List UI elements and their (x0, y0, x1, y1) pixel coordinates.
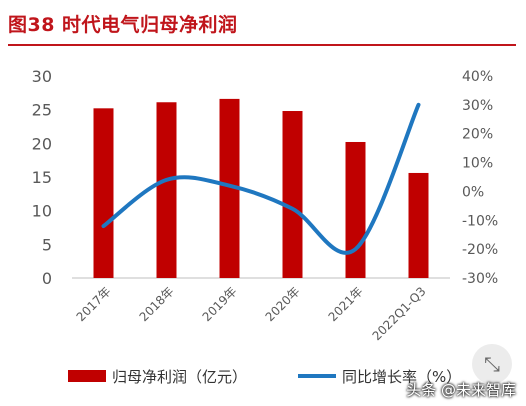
bar (282, 111, 303, 278)
y-right-tick-label: 10% (462, 156, 493, 172)
x-tick-label: 2022Q1-Q3 (370, 284, 429, 343)
legend-bar-swatch (68, 370, 106, 382)
y-left-tick-label: 15 (32, 168, 52, 187)
watermark: 头条 @未来智库 (406, 381, 516, 399)
y-left-tick-label: 5 (42, 235, 52, 254)
y-right-tick-label: 30% (462, 98, 493, 114)
y-right-tick-label: -30% (462, 271, 498, 287)
x-tick-label: 2017年 (74, 284, 114, 324)
y-left-tick-label: 0 (42, 269, 52, 288)
chart-title: 图38 时代电气归母净利润 (8, 14, 238, 36)
bar (219, 98, 240, 278)
collapse-arrows-icon[interactable]: ⤡ (472, 344, 512, 384)
x-tick-label: 2018年 (137, 284, 177, 324)
y-right-tick-label: -10% (462, 213, 498, 229)
y-right-tick-label: 20% (462, 127, 493, 143)
x-tick-label: 2020年 (263, 284, 303, 324)
x-tick-label: 2021年 (326, 284, 366, 324)
bar (345, 141, 366, 278)
y-right-tick-label: -20% (462, 242, 498, 258)
bar (93, 108, 114, 278)
bar (156, 102, 177, 278)
bar (408, 172, 429, 278)
y-left-tick-label: 10 (32, 202, 52, 221)
y-right-tick-label: 0% (462, 184, 484, 200)
y-left-tick-label: 20 (32, 134, 52, 153)
y-right-tick-label: 40% (462, 69, 493, 85)
x-tick-label: 2019年 (200, 284, 240, 324)
series-line (101, 102, 421, 255)
y-left-tick-label: 30 (32, 67, 52, 86)
legend-line-label: 同比增长率（%） (342, 368, 461, 386)
y-left-tick-label: 25 (32, 101, 52, 120)
legend-bar-label: 归母净利润（亿元） (112, 368, 247, 386)
title-underline (8, 44, 516, 46)
